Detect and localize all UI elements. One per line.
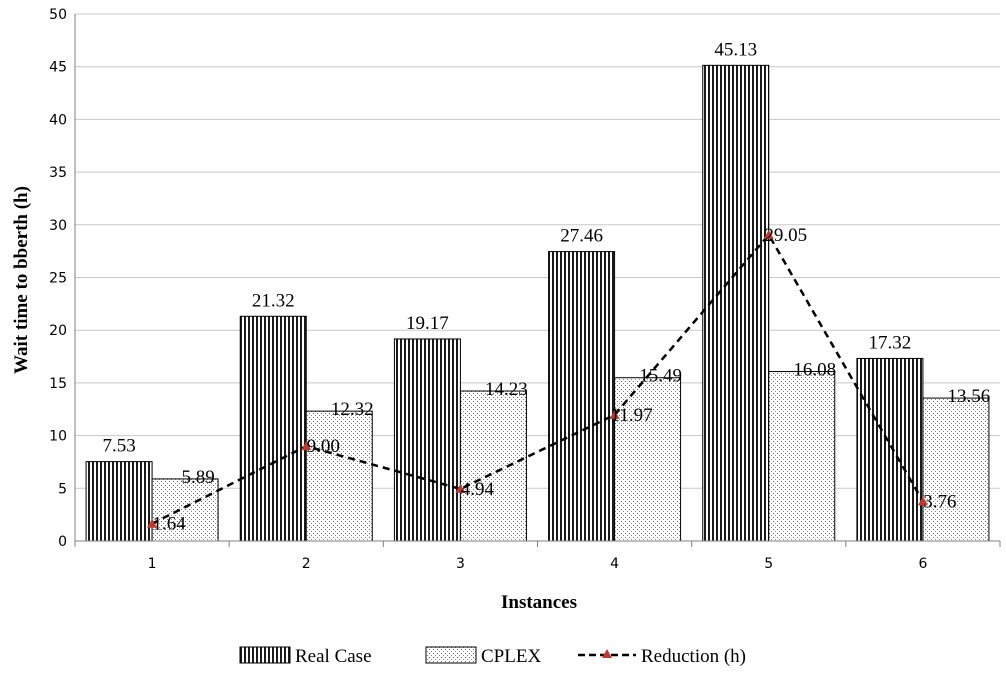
bars	[85, 64, 990, 542]
bar-real-case	[548, 251, 616, 542]
bar-cplex-value-label: 5.89	[181, 467, 214, 488]
bar-cplex-value-label: 15.49	[639, 366, 682, 387]
reduction-value-label: 3.76	[923, 491, 956, 512]
bar-cplex	[614, 377, 682, 542]
y-tick-label: 35	[49, 165, 67, 181]
bar-cplex-value-label: 12.32	[331, 399, 374, 420]
legend-swatch-reduction-marker	[602, 649, 612, 658]
y-tick-label: 45	[49, 60, 67, 76]
bar-cplex-value-label: 13.56	[948, 386, 991, 407]
y-tick-label: 20	[49, 323, 67, 339]
x-tick-label: 3	[456, 556, 465, 572]
bar-real-case-value-label: 19.17	[406, 313, 449, 334]
reduction-line-layer	[147, 229, 928, 528]
bar-real-case-value-label: 7.53	[102, 436, 135, 457]
bar-real-case-value-label: 17.32	[869, 332, 912, 353]
x-axis-ticks: 1 2 3 4 5 6	[148, 556, 928, 572]
y-tick-label: 15	[49, 376, 67, 392]
bar-real-case-value-label: 45.13	[714, 39, 757, 60]
data-labels: 7.53 21.32 19.17 27.46 45.13 17.32 5.89 12.32 14…	[102, 39, 990, 534]
x-tick-label: 4	[610, 556, 619, 572]
reduction-marker	[917, 496, 928, 506]
bar-cplex-value-label: 16.08	[793, 360, 836, 381]
y-tick-label: 50	[49, 7, 67, 23]
legend-label-real-case: Real Case	[295, 646, 372, 667]
y-tick-label: 40	[49, 112, 67, 128]
bar-cplex	[922, 397, 990, 542]
legend-label-reduction: Reduction (h)	[641, 646, 746, 667]
reduction-value-label: 4.94	[461, 479, 495, 500]
bar-cplex	[768, 371, 836, 542]
x-axis-title: Instances	[501, 592, 577, 613]
y-tick-label: 30	[49, 218, 67, 234]
bar-real-case	[85, 461, 153, 542]
reduction-marker	[301, 441, 312, 451]
bar-cplex-value-label: 14.23	[485, 379, 528, 400]
y-tick-label: 10	[49, 429, 67, 445]
bar-real-case	[702, 64, 770, 542]
reduction-marker	[609, 409, 620, 419]
legend: Real Case CPLEX Reduction (h)	[239, 646, 746, 667]
bar-real-case	[239, 315, 307, 542]
y-tick-label: 0	[58, 534, 67, 550]
reduction-marker	[763, 229, 774, 239]
reduction-value-label: 29.05	[764, 225, 807, 246]
bar-real-case	[856, 357, 924, 542]
legend-swatch-cplex	[425, 646, 477, 664]
x-tick-label: 5	[764, 556, 773, 572]
axes	[74, 14, 1001, 547]
legend-swatch-real-case	[239, 646, 291, 664]
bar-real-case	[393, 338, 461, 542]
reduction-value-label: 1.64	[152, 514, 186, 535]
bar-cplex	[151, 478, 219, 542]
reduction-marker	[147, 518, 158, 528]
reduction-value-label: 11.97	[611, 405, 653, 426]
y-axis-title: Wait time to bberth (h)	[11, 186, 32, 374]
y-tick-label: 25	[49, 271, 67, 287]
legend-label-cplex: CPLEX	[481, 646, 541, 667]
reduction-value-label: 9.00	[307, 436, 340, 457]
bar-cplex	[459, 390, 527, 542]
y-tick-label: 5	[58, 481, 67, 497]
gridlines	[75, 13, 1000, 489]
reduction-marker	[455, 483, 466, 493]
x-tick-label: 6	[918, 556, 927, 572]
y-axis-ticks: 0 5 10 15 20 25 30 35 40 45 50	[49, 7, 67, 550]
bar-real-case-value-label: 21.32	[252, 290, 295, 311]
x-tick-label: 1	[148, 556, 157, 572]
x-tick-label: 2	[302, 556, 311, 572]
bar-real-case-value-label: 27.46	[560, 226, 603, 247]
bar-cplex	[305, 410, 373, 542]
